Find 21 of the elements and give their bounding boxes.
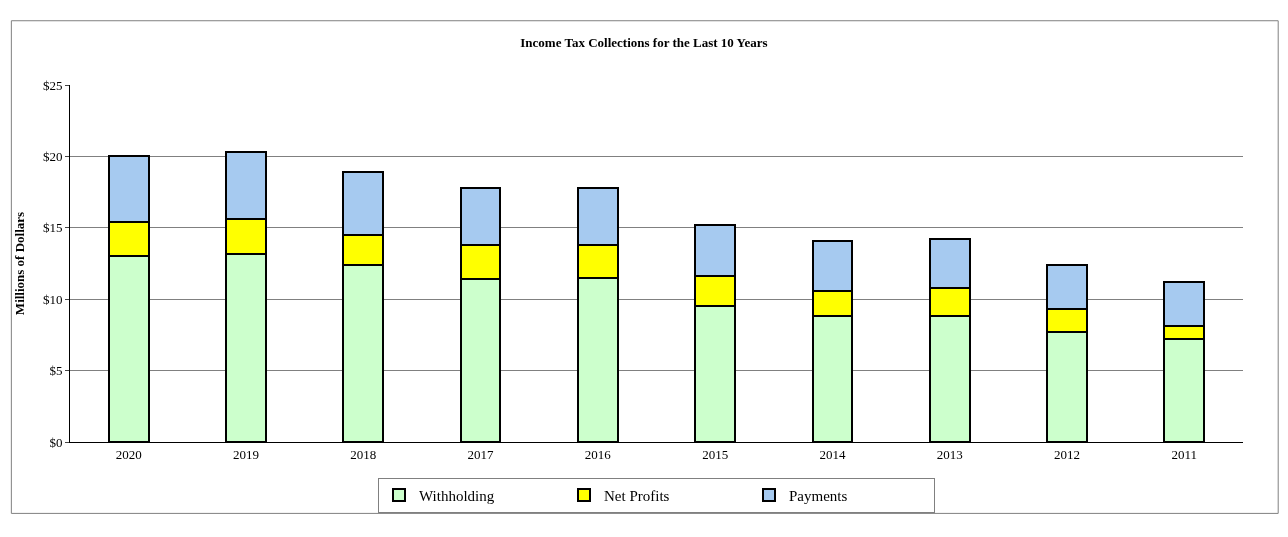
x-tick-label: 2012 (1054, 446, 1081, 462)
x-tick-label: 2016 (584, 446, 612, 462)
legend-label: Withholding (419, 487, 495, 504)
y-tick-label: $15 (42, 220, 63, 236)
x-tick-label: 2018 (350, 446, 377, 462)
x-tick-label: 2013 (936, 446, 963, 462)
x-tick-label: 2014 (819, 446, 846, 462)
y-axis-title: Millions of Dollars (11, 211, 27, 316)
x-tick-label: 2017 (467, 446, 495, 462)
x-tick-label: 2020 (115, 446, 142, 462)
y-tick-label: $5 (49, 363, 63, 379)
y-tick-label: $0 (49, 434, 63, 450)
y-tick-label: $25 (42, 77, 63, 93)
chart-title: Income Tax Collections for the Last 10 Years (520, 34, 768, 50)
x-tick-label: 2019 (232, 446, 259, 462)
legend-label: Payments (789, 487, 848, 504)
y-tick-label: $20 (42, 148, 63, 164)
x-tick-label: 2015 (702, 446, 729, 462)
x-tick-label: 2011 (1171, 446, 1198, 462)
legend-label: Net Profits (604, 487, 670, 504)
y-tick-label: $10 (42, 291, 63, 307)
